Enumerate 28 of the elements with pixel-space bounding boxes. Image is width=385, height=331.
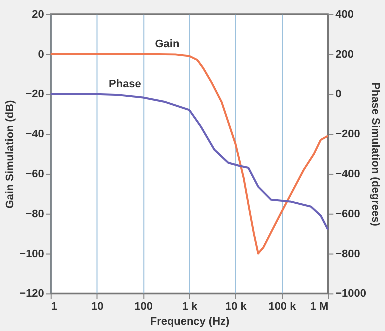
y-axis-title: Gain Simulation (dB) bbox=[4, 100, 17, 209]
y2-tick-label: −1000 bbox=[336, 288, 366, 300]
series-label: Gain bbox=[155, 38, 180, 50]
y2-tick-label: −600 bbox=[336, 208, 360, 220]
y-tick-label: −60 bbox=[26, 168, 44, 180]
y-tick-label: −40 bbox=[26, 128, 44, 141]
y2-tick-label: 200 bbox=[336, 48, 354, 61]
y2-tick-label: 400 bbox=[336, 8, 354, 21]
y-tick-label: −120 bbox=[20, 288, 44, 300]
y2-tick-label: −800 bbox=[336, 248, 360, 260]
x-tick-label: 100 k bbox=[268, 301, 298, 314]
x-tick-label: 100 bbox=[134, 301, 153, 314]
y2-tick-label: 0 bbox=[336, 88, 342, 101]
x-axis-title: Frequency (Hz) bbox=[150, 316, 230, 328]
series-label: Phase bbox=[109, 78, 142, 90]
y-tick-label: 20 bbox=[32, 8, 44, 21]
y-tick-label: −80 bbox=[26, 208, 44, 220]
x-tick-label: 10 bbox=[91, 301, 104, 314]
x-tick-label: 1 bbox=[51, 301, 58, 314]
y-tick-label: −100 bbox=[20, 248, 44, 260]
y-tick-label: −20 bbox=[26, 88, 44, 101]
y2-tick-label: −400 bbox=[336, 168, 360, 180]
x-tick-label: 10 k bbox=[226, 301, 248, 314]
x-tick-label: 1 k bbox=[182, 301, 199, 314]
x-tick-label: 1 M bbox=[310, 301, 329, 314]
y2-axis-title: Phase Simulation (degrees) bbox=[369, 82, 382, 227]
y2-tick-label: −200 bbox=[336, 128, 360, 141]
y-tick-label: 0 bbox=[38, 48, 44, 61]
